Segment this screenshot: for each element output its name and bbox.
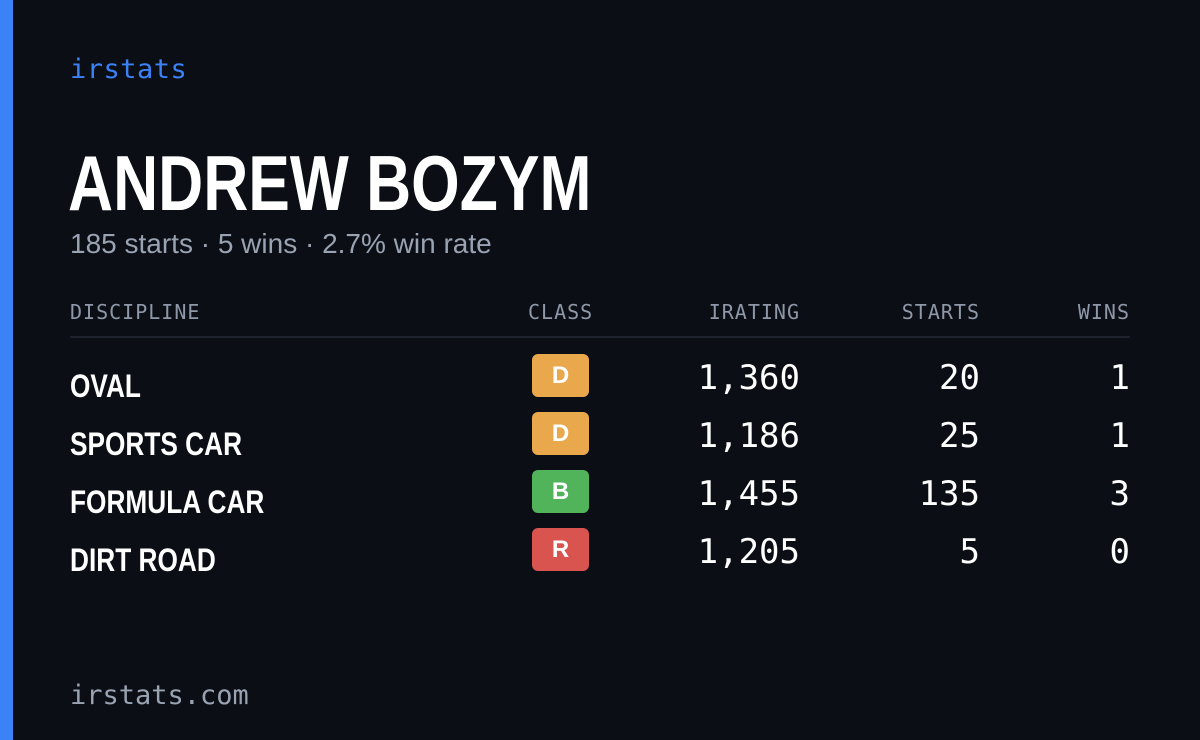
discipline-name: FORMULA CAR [70,484,265,520]
table-row: SPORTS CAR D 1,186 25 1 [70,412,1130,470]
driver-summary: 185 starts · 5 wins · 2.7% win rate [70,228,492,259]
wins-value: 0 [1109,532,1130,572]
discipline-name: SPORTS CAR [70,426,243,462]
starts-value: 5 [959,532,980,572]
discipline-table: DISCIPLINE CLASS IRATING STARTS WINS OVA… [70,298,1130,586]
brand-logo: irstats [70,54,188,85]
class-badge: D [532,354,589,397]
discipline-name: DIRT ROAD [70,542,216,578]
header-class: CLASS [528,300,594,324]
starts-value: 20 [939,358,980,398]
irating-value: 1,360 [697,358,800,398]
irating-value: 1,205 [697,532,800,572]
class-badge: R [532,528,589,571]
site-url: irstats.com [70,680,249,711]
table-row: OVAL D 1,360 20 1 [70,354,1130,412]
starts-value: 135 [918,474,980,514]
class-badge: B [532,470,589,513]
accent-bar [0,0,13,740]
wins-value: 1 [1109,358,1130,398]
header-discipline: DISCIPLINE [70,300,201,324]
wins-value: 1 [1109,416,1130,456]
discipline-name: OVAL [70,368,141,404]
header-irating: IRATING [708,300,800,324]
class-badge: D [532,412,589,455]
starts-value: 25 [939,416,980,456]
irating-value: 1,186 [697,416,800,456]
header-starts: STARTS [901,300,980,324]
driver-name: ANDREW BOZYM [68,139,592,227]
table-body: OVAL D 1,360 20 1 SPORTS CAR D 1,186 25 … [70,354,1130,586]
header-wins: WINS [1077,300,1130,324]
table-row: DIRT ROAD R 1,205 5 0 [70,528,1130,586]
table-row: FORMULA CAR B 1,455 135 3 [70,470,1130,528]
irating-value: 1,455 [697,474,800,514]
table-header: DISCIPLINE CLASS IRATING STARTS WINS [70,298,1130,338]
wins-value: 3 [1109,474,1130,514]
